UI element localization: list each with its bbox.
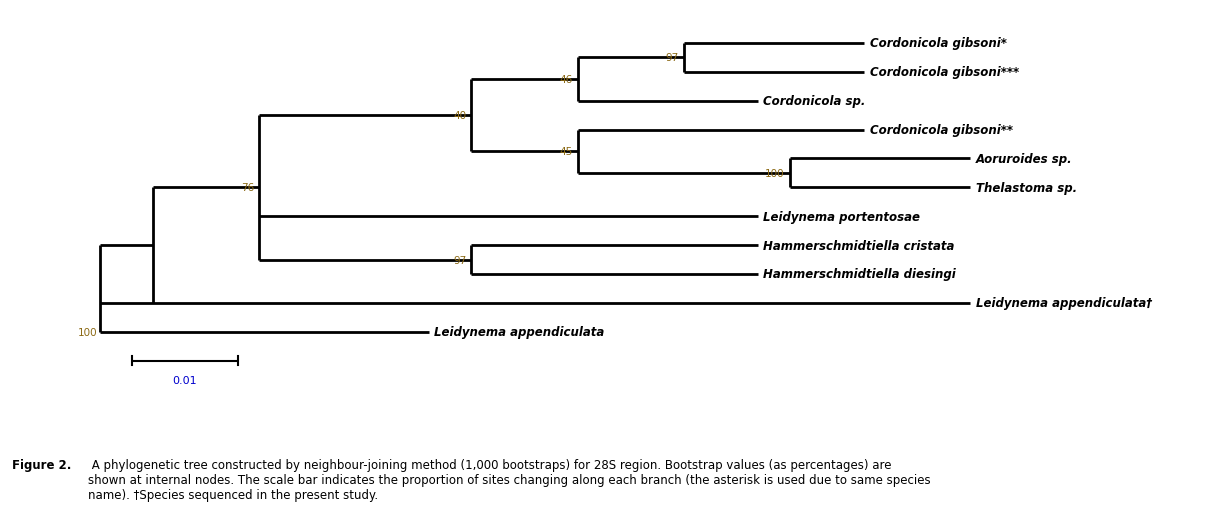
Text: Leidynema appendiculata: Leidynema appendiculata [434,326,605,338]
Text: Cordonicola gibsoni**: Cordonicola gibsoni** [869,124,1013,137]
Text: Leidynema portentosae: Leidynema portentosae [763,210,920,223]
Text: Cordonicola gibsoni*: Cordonicola gibsoni* [869,37,1007,50]
Text: Hammerschmidtiella cristata: Hammerschmidtiella cristata [763,239,954,252]
Text: 100: 100 [766,168,785,179]
Text: 100: 100 [78,327,98,337]
Text: Aoruroides sp.: Aoruroides sp. [975,153,1073,165]
Text: 0.01: 0.01 [173,375,197,385]
Text: Cordonicola gibsoni***: Cordonicola gibsoni*** [869,66,1019,79]
Text: Figure 2.: Figure 2. [12,458,72,471]
Text: 45: 45 [560,147,573,157]
Text: Hammerschmidtiella diesingi: Hammerschmidtiella diesingi [763,268,956,281]
Text: Thelastoma sp.: Thelastoma sp. [975,181,1076,194]
Text: 46: 46 [560,75,573,85]
Text: 76: 76 [240,183,254,193]
Text: Cordonicola sp.: Cordonicola sp. [763,95,865,108]
Text: A phylogenetic tree constructed by neighbour-joining method (1,000 bootstraps) f: A phylogenetic tree constructed by neigh… [88,458,930,501]
Text: 40: 40 [453,111,466,121]
Text: 97: 97 [453,255,466,265]
Text: Leidynema appendiculata†: Leidynema appendiculata† [975,297,1152,309]
Text: 97: 97 [666,53,679,63]
